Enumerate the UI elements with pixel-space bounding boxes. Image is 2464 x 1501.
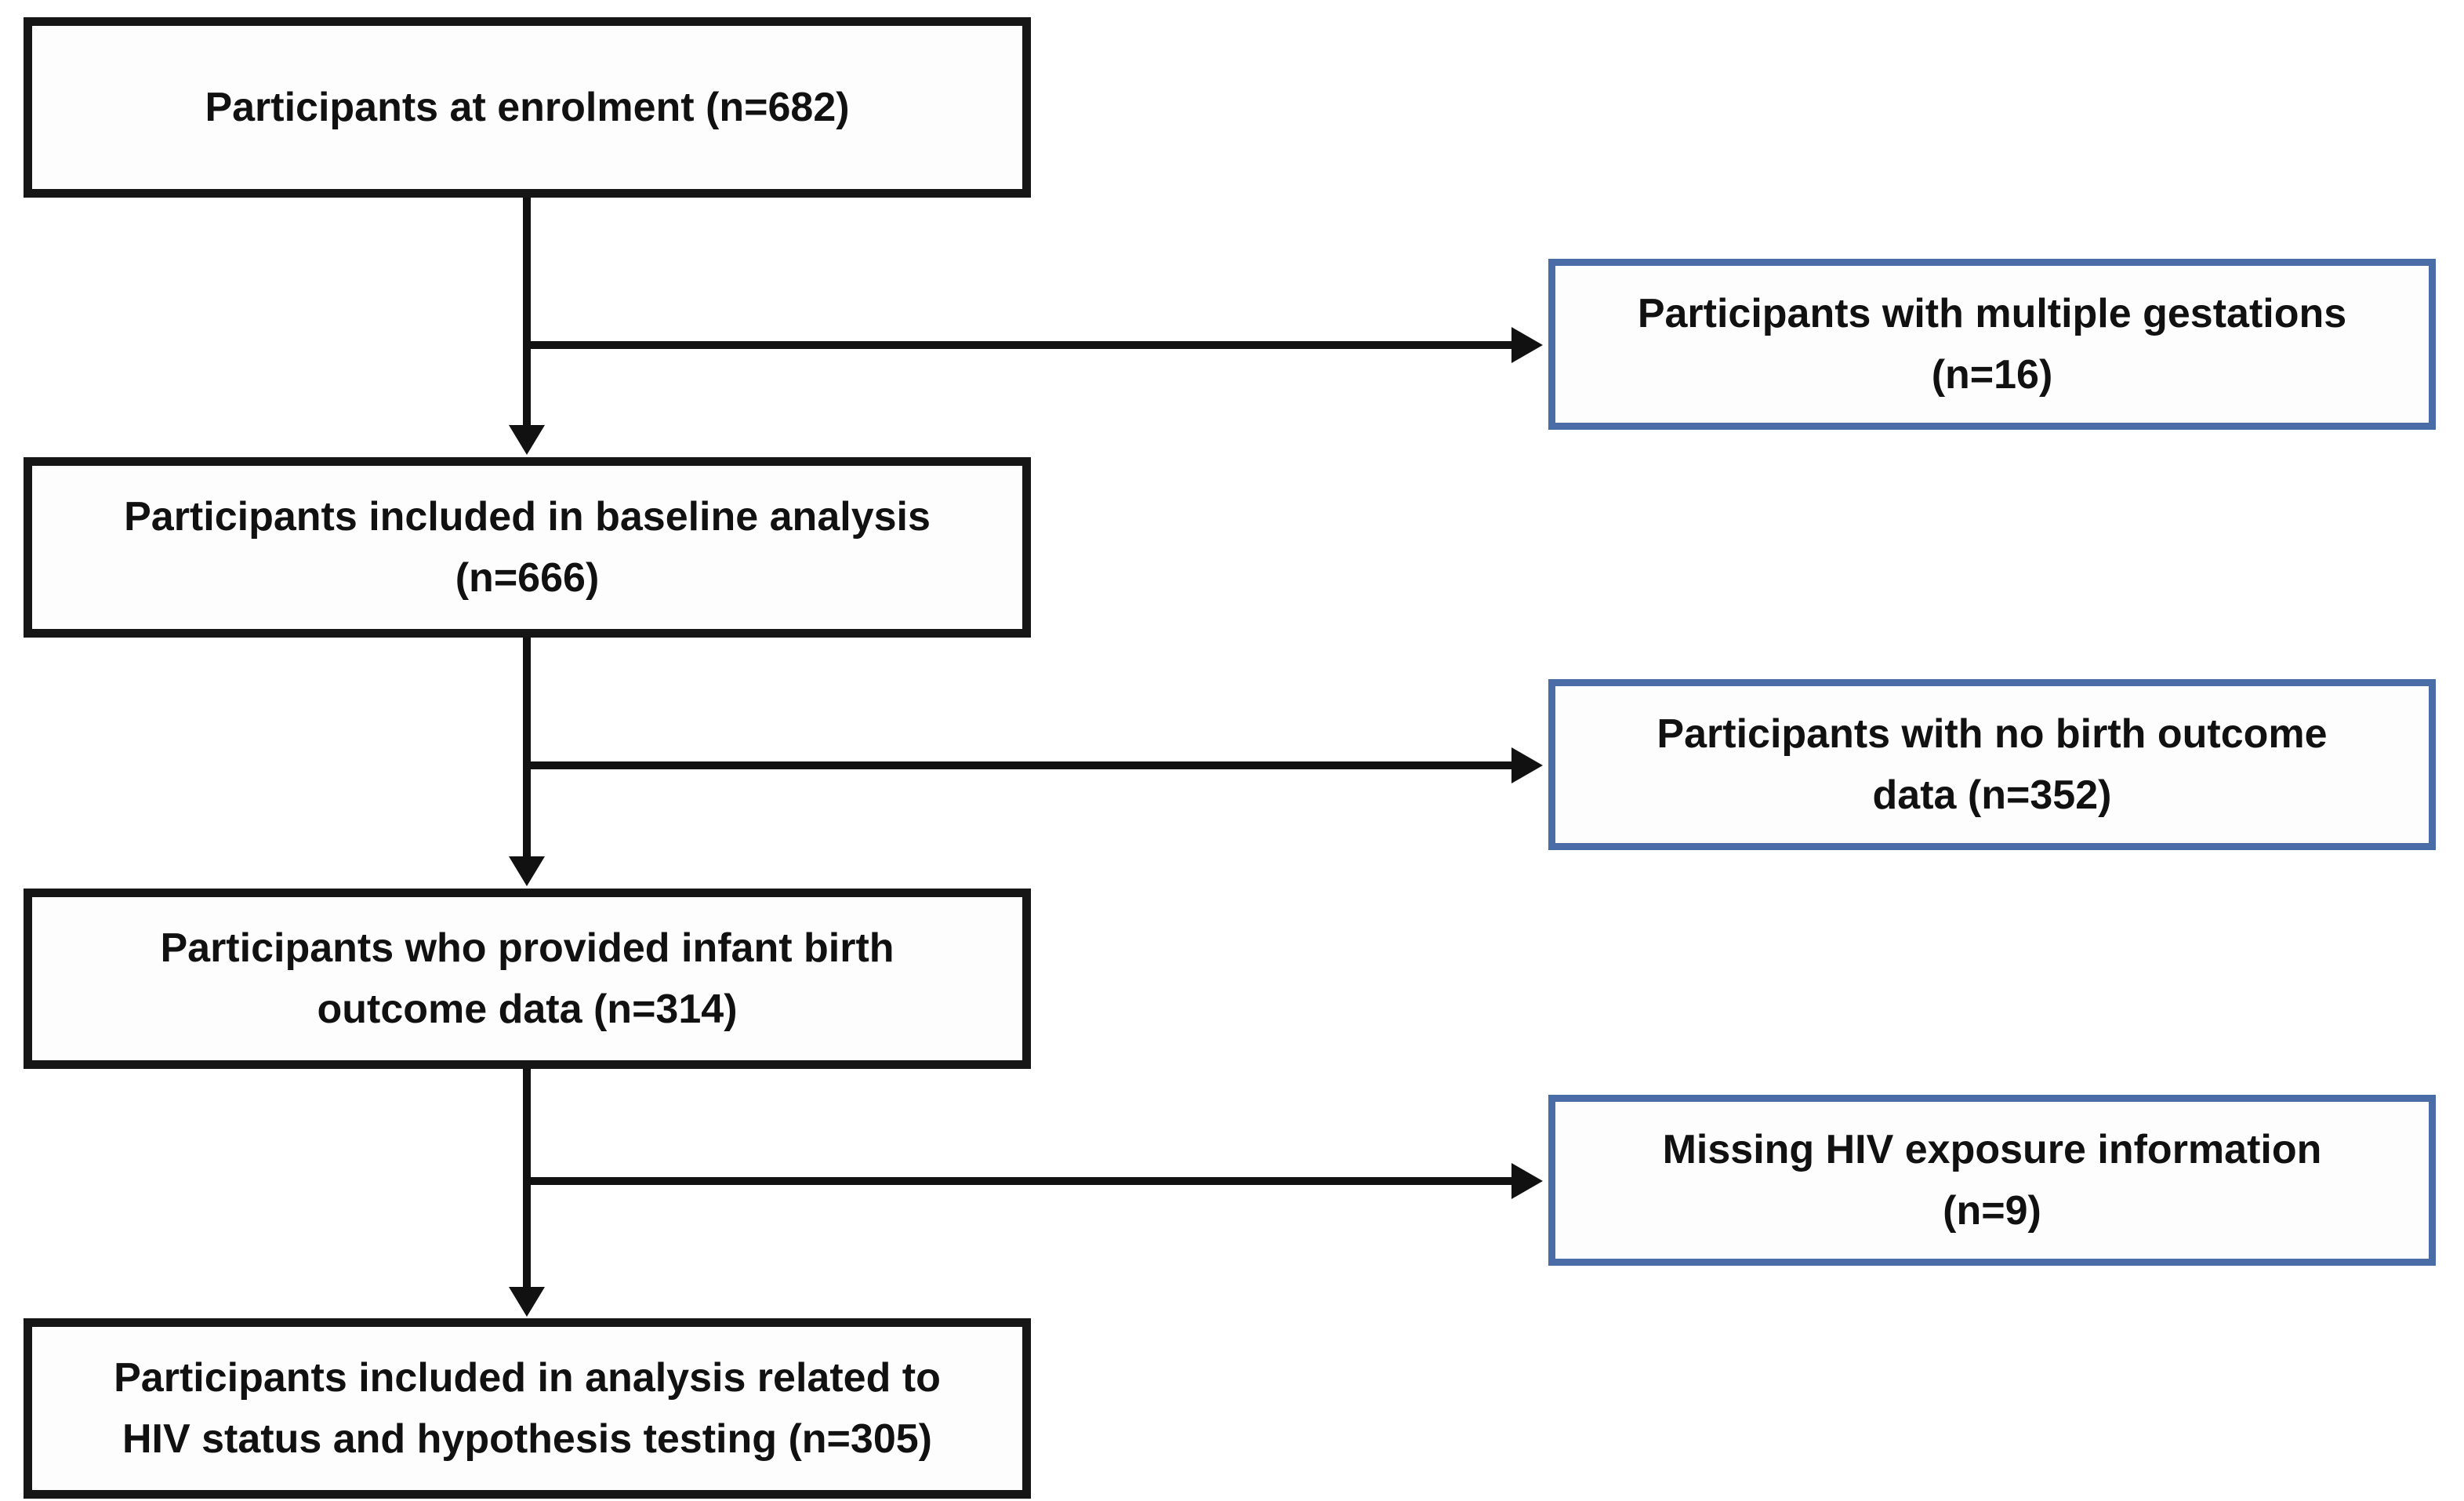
branch-line-no-birth-outcome	[527, 761, 1513, 769]
arrowhead-down-icon	[509, 1287, 545, 1317]
box-enrolment-text: Participants at enrolment (n=682)	[205, 85, 850, 130]
arrowhead-right-icon	[1511, 327, 1543, 363]
box-infant-birth-outcome-line2: outcome data (n=314)	[317, 987, 738, 1032]
box-excluded-multiple-gestations-line2: (n=16)	[1931, 352, 2053, 398]
box-excluded-no-birth-outcome-line1: Participants with no birth outcome	[1657, 711, 2328, 757]
arrowhead-down-icon	[509, 425, 545, 455]
connector-line-baseline-to-birth-outcome	[523, 638, 531, 858]
box-excluded-missing-hiv: Missing HIV exposure information (n=9)	[1548, 1095, 2436, 1266]
box-baseline-analysis: Participants included in baseline analys…	[24, 457, 1031, 638]
branch-line-multiple-gestations	[527, 341, 1513, 349]
box-excluded-multiple-gestations-line1: Participants with multiple gestations	[1637, 291, 2347, 336]
branch-line-missing-hiv	[527, 1177, 1513, 1185]
connector-line-enrolment-to-baseline	[523, 198, 531, 427]
box-baseline-analysis-line1: Participants included in baseline analys…	[124, 494, 931, 540]
box-final-analysis-line1: Participants included in analysis relate…	[114, 1355, 941, 1401]
box-final-analysis: Participants included in analysis relate…	[24, 1318, 1031, 1499]
box-excluded-no-birth-outcome: Participants with no birth outcome data …	[1548, 679, 2436, 850]
box-excluded-missing-hiv-line2: (n=9)	[1943, 1188, 2041, 1234]
box-infant-birth-outcome: Participants who provided infant birth o…	[24, 889, 1031, 1069]
box-infant-birth-outcome-line1: Participants who provided infant birth	[160, 925, 895, 971]
arrowhead-right-icon	[1511, 747, 1543, 783]
arrowhead-right-icon	[1511, 1163, 1543, 1199]
box-excluded-no-birth-outcome-line2: data (n=352)	[1872, 772, 2112, 818]
arrowhead-down-icon	[509, 856, 545, 886]
box-excluded-missing-hiv-line1: Missing HIV exposure information	[1662, 1127, 2322, 1172]
box-excluded-multiple-gestations: Participants with multiple gestations (n…	[1548, 259, 2436, 430]
box-enrolment: Participants at enrolment (n=682)	[24, 17, 1031, 198]
box-final-analysis-line2: HIV status and hypothesis testing (n=305…	[122, 1416, 932, 1462]
box-baseline-analysis-line2: (n=666)	[455, 555, 600, 601]
